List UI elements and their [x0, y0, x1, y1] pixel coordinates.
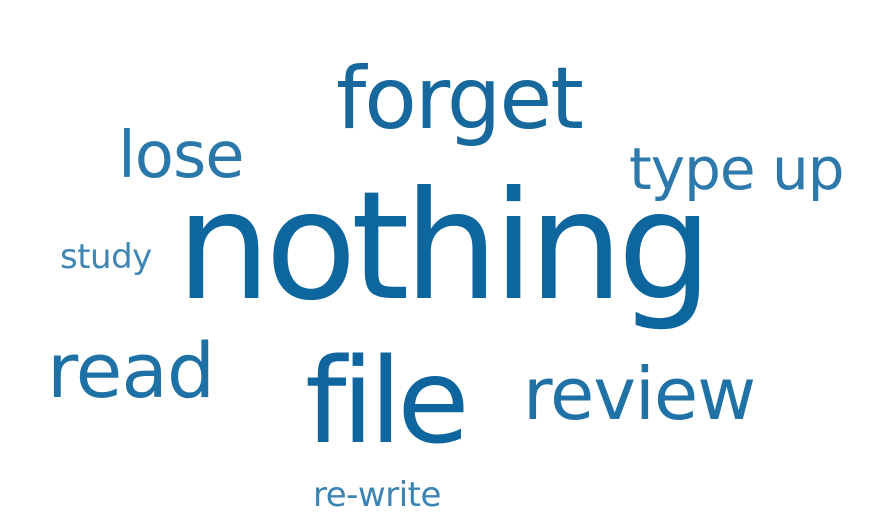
word-lose: lose	[118, 119, 245, 193]
word-re-write: re-write	[313, 475, 441, 515]
word-study: study	[60, 237, 152, 277]
word-read: read	[47, 326, 215, 415]
word-type-up: type up	[629, 135, 845, 203]
word-forget: forget	[336, 49, 584, 149]
word-review: review	[523, 352, 756, 436]
word-nothing: nothing	[176, 160, 713, 334]
word-file: file	[305, 332, 470, 470]
